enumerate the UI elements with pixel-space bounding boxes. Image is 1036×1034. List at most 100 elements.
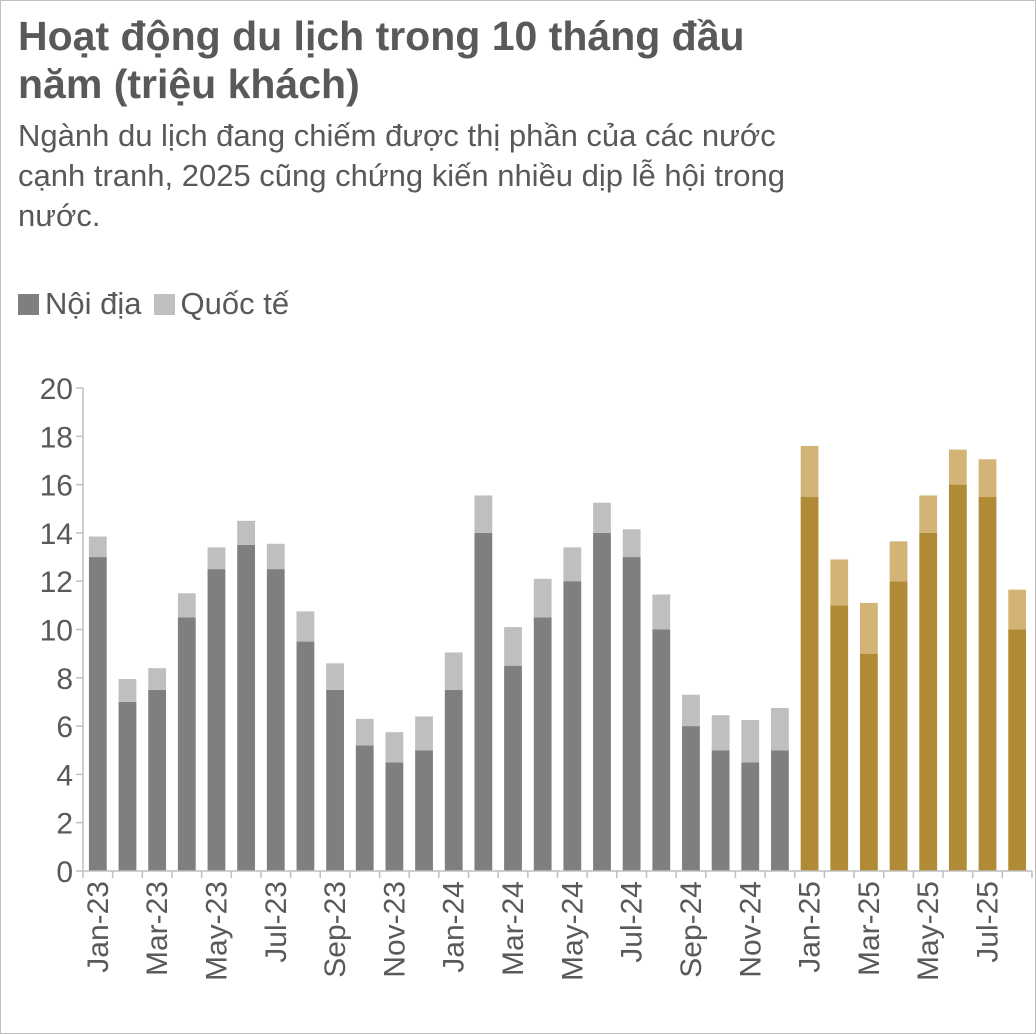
legend-item-domestic: Nội địa xyxy=(18,286,142,322)
legend-swatch-domestic xyxy=(18,293,39,315)
bar-international xyxy=(563,547,582,582)
bar-international xyxy=(978,459,997,497)
bar-domestic xyxy=(266,569,285,871)
x-tick-label: Jan-24 xyxy=(438,881,471,973)
bar-domestic xyxy=(444,689,463,871)
x-tick-label: Mar-25 xyxy=(853,881,886,976)
bar-domestic xyxy=(771,750,789,871)
bar-domestic xyxy=(504,665,522,871)
legend-item-international: Quốc tế xyxy=(153,286,290,322)
bar-international xyxy=(771,707,789,751)
x-tick-label: Jul-24 xyxy=(616,881,649,963)
bar-domestic xyxy=(741,762,760,871)
bar-international xyxy=(593,502,611,533)
x-tick-label: Nov-24 xyxy=(734,881,767,978)
bar-domestic xyxy=(978,496,997,871)
bar-domestic xyxy=(652,629,671,871)
bar-international xyxy=(148,668,167,690)
bar-international xyxy=(266,543,285,570)
bar-international xyxy=(415,716,433,751)
bar-international xyxy=(237,520,256,545)
x-tick-label: Jul-23 xyxy=(260,881,293,963)
bar-international xyxy=(504,627,522,666)
bar-international xyxy=(533,578,552,618)
bar-domestic xyxy=(88,557,107,871)
y-tick-label: 16 xyxy=(40,470,73,503)
bar-international xyxy=(444,652,463,690)
y-tick-label: 18 xyxy=(40,421,73,454)
bar-domestic xyxy=(118,701,137,871)
y-tick-label: 10 xyxy=(40,615,73,648)
bar-domestic xyxy=(385,762,404,871)
bar-domestic xyxy=(622,557,641,871)
chart-title: Hoạt động du lịch trong 10 tháng đầu năm… xyxy=(18,13,745,107)
y-tick-label: 14 xyxy=(40,518,73,551)
bar-international xyxy=(741,720,760,763)
legend-label-domestic: Nội địa xyxy=(45,286,142,321)
bar-international xyxy=(711,715,730,751)
bar-domestic xyxy=(355,745,374,871)
bar-domestic xyxy=(889,581,908,871)
bar-domestic xyxy=(948,484,967,871)
bar-domestic xyxy=(682,726,700,871)
bar-international xyxy=(118,679,137,702)
x-tick-label: Mar-23 xyxy=(141,881,174,976)
x-tick-label: Sep-23 xyxy=(319,881,352,978)
bar-domestic xyxy=(563,581,582,871)
bar-domestic xyxy=(296,641,315,871)
bar-international xyxy=(207,547,226,570)
x-tick-label: May-24 xyxy=(556,881,589,981)
y-tick-label: 12 xyxy=(40,566,73,599)
y-tick-label: 20 xyxy=(40,373,73,406)
bar-domestic xyxy=(237,544,256,871)
y-tick-label: 2 xyxy=(56,808,73,841)
bar-international xyxy=(355,718,374,746)
bar-international xyxy=(1008,589,1027,630)
bar-domestic xyxy=(593,532,611,871)
y-tick-label: 4 xyxy=(56,759,73,792)
bar-international xyxy=(830,559,849,606)
bar-international xyxy=(474,495,493,533)
bar-domestic xyxy=(800,496,819,871)
bar-domestic xyxy=(533,617,552,871)
bar-international xyxy=(682,694,700,727)
y-tick-label: 6 xyxy=(56,711,73,744)
y-tick-label: 0 xyxy=(56,856,73,889)
bar-international xyxy=(948,449,967,485)
y-tick-label: 8 xyxy=(56,663,73,696)
x-tick-label: Sep-24 xyxy=(675,881,708,978)
bar-domestic xyxy=(474,532,493,871)
bar-international xyxy=(800,445,819,497)
chart-subtitle: Ngành du lịch đang chiếm được thị phần c… xyxy=(18,118,786,233)
legend-label-international: Quốc tế xyxy=(180,286,290,321)
bar-international xyxy=(296,611,315,642)
x-tick-label: Jan-23 xyxy=(82,881,115,973)
legend: Nội địa Quốc tế xyxy=(18,286,301,322)
x-tick-label: Jan-25 xyxy=(794,881,827,973)
bar-international xyxy=(88,536,107,558)
x-tick-label: Nov-23 xyxy=(378,881,411,978)
bar-domestic xyxy=(919,532,938,871)
x-tick-label: May-23 xyxy=(200,881,233,981)
bar-domestic xyxy=(415,750,433,871)
bar-international xyxy=(385,732,404,763)
bar-domestic xyxy=(177,617,196,871)
bar-international xyxy=(889,541,908,582)
bar-domestic xyxy=(207,569,226,871)
bar-international xyxy=(177,593,196,618)
x-tick-label: May-25 xyxy=(912,881,945,981)
x-tick-label: Mar-24 xyxy=(497,881,530,976)
bar-international xyxy=(859,602,878,654)
bar-domestic xyxy=(148,689,167,871)
bar-international xyxy=(652,594,671,630)
bar-international xyxy=(622,529,641,558)
x-tick-label: Jul-25 xyxy=(972,881,1005,963)
bar-domestic xyxy=(830,605,849,871)
bar-international xyxy=(919,495,938,533)
bar-domestic xyxy=(326,689,344,871)
bar-domestic xyxy=(1008,629,1027,871)
bar-international xyxy=(326,663,344,690)
bar-domestic xyxy=(859,653,878,871)
bar-domestic xyxy=(711,750,730,871)
